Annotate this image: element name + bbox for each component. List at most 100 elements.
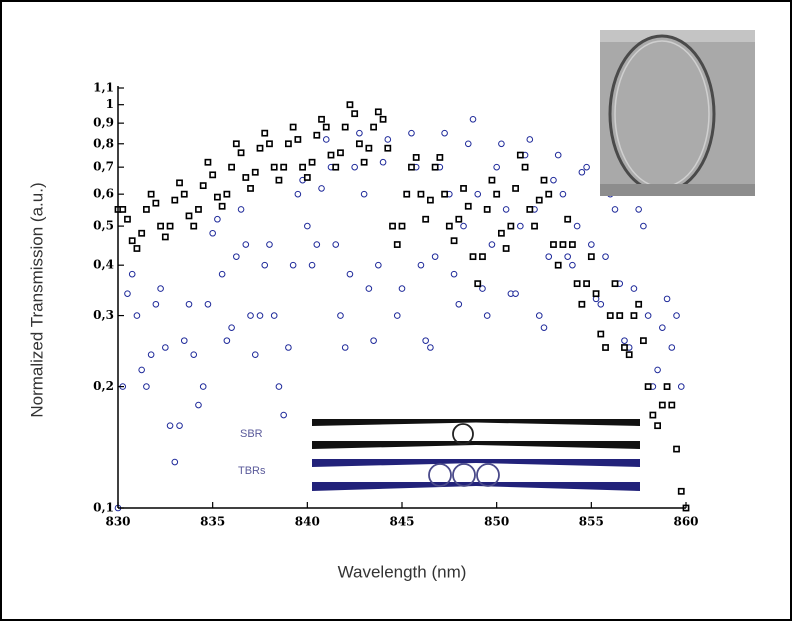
data-point <box>204 158 212 166</box>
data-point <box>261 261 269 269</box>
data-point <box>166 422 174 429</box>
data-point <box>360 158 368 166</box>
data-point <box>583 163 590 171</box>
data-point <box>483 206 491 213</box>
data-point <box>190 351 198 358</box>
data-point <box>256 144 264 152</box>
data-point <box>195 401 202 409</box>
data-point <box>157 285 164 292</box>
data-point <box>332 241 340 248</box>
data-point <box>559 190 567 198</box>
data-point <box>294 136 302 143</box>
data-point <box>341 123 349 131</box>
data-point <box>663 383 671 390</box>
data-point <box>128 270 136 278</box>
data-point <box>673 312 680 319</box>
data-point <box>677 383 685 390</box>
data-point <box>573 280 581 288</box>
data-point <box>365 144 373 152</box>
data-point <box>535 196 543 204</box>
data-point <box>370 123 377 131</box>
data-point <box>346 101 354 109</box>
data-point <box>176 179 183 187</box>
data-point <box>332 163 340 171</box>
sbr-ring <box>452 423 474 445</box>
data-point <box>285 344 292 351</box>
data-point <box>668 401 676 409</box>
data-point <box>597 330 605 338</box>
data-point <box>408 129 415 137</box>
data-point <box>550 241 557 248</box>
data-point <box>237 149 245 157</box>
data-point <box>337 149 344 157</box>
sbr-waveguide-bottom <box>312 441 640 449</box>
data-point <box>133 312 141 319</box>
data-point <box>266 140 273 148</box>
data-point <box>479 253 486 261</box>
tbr-waveguide-bottom <box>312 482 640 491</box>
data-point <box>398 285 406 292</box>
data-point <box>223 190 231 198</box>
data-point <box>360 190 368 198</box>
data-point <box>663 295 671 303</box>
data-point <box>583 280 590 288</box>
data-point <box>507 222 515 230</box>
data-point <box>370 337 377 344</box>
data-point <box>199 383 207 390</box>
data-point <box>162 344 169 351</box>
data-point <box>384 136 392 143</box>
y-tick-label: 0,8 <box>93 136 114 150</box>
data-point <box>611 206 619 213</box>
data-point <box>630 312 638 319</box>
data-point <box>351 110 359 118</box>
data-point <box>327 151 335 159</box>
data-point <box>209 171 217 179</box>
data-point <box>379 115 387 123</box>
data-point <box>157 222 164 230</box>
data-point <box>597 300 605 308</box>
data-point <box>228 163 235 171</box>
data-point <box>242 174 250 181</box>
y-tick-label: 1,1 <box>93 81 114 95</box>
data-point <box>374 108 382 116</box>
data-point <box>422 337 429 344</box>
data-point <box>469 253 477 261</box>
plot-area: 0,1 0,2 0,3 0,4 0,5 0,6 0,7 0,8 0,9 1 1,1 830 835 840… <box>93 81 698 529</box>
data-point <box>356 129 363 137</box>
data-point <box>237 206 245 213</box>
data-point <box>171 458 179 466</box>
data-point <box>318 185 325 192</box>
data-point <box>550 176 557 184</box>
data-point <box>450 270 458 278</box>
data-point <box>375 261 382 269</box>
x-tick-label: 835 <box>200 515 225 529</box>
data-point <box>204 300 212 308</box>
data-point <box>247 185 254 192</box>
data-point <box>639 337 647 345</box>
data-point <box>431 253 439 260</box>
inset-caption-strip <box>600 184 755 196</box>
data-point <box>270 312 278 319</box>
data-point <box>284 140 292 148</box>
data-point <box>214 215 221 223</box>
data-point <box>389 222 396 230</box>
data-point <box>124 290 131 297</box>
data-point <box>498 140 505 148</box>
data-point <box>214 193 221 201</box>
data-point <box>242 241 250 248</box>
data-point <box>275 176 283 184</box>
data-point <box>578 300 586 308</box>
data-point <box>559 241 567 248</box>
data-point <box>412 154 420 161</box>
data-point <box>568 241 576 248</box>
data-point <box>502 206 510 213</box>
data-point <box>180 337 188 344</box>
inset-ring <box>608 34 716 194</box>
data-point <box>554 151 562 159</box>
data-point <box>464 202 472 210</box>
data-point <box>133 245 141 252</box>
data-point <box>464 140 472 148</box>
data-point <box>247 312 254 319</box>
data-point <box>365 285 373 292</box>
